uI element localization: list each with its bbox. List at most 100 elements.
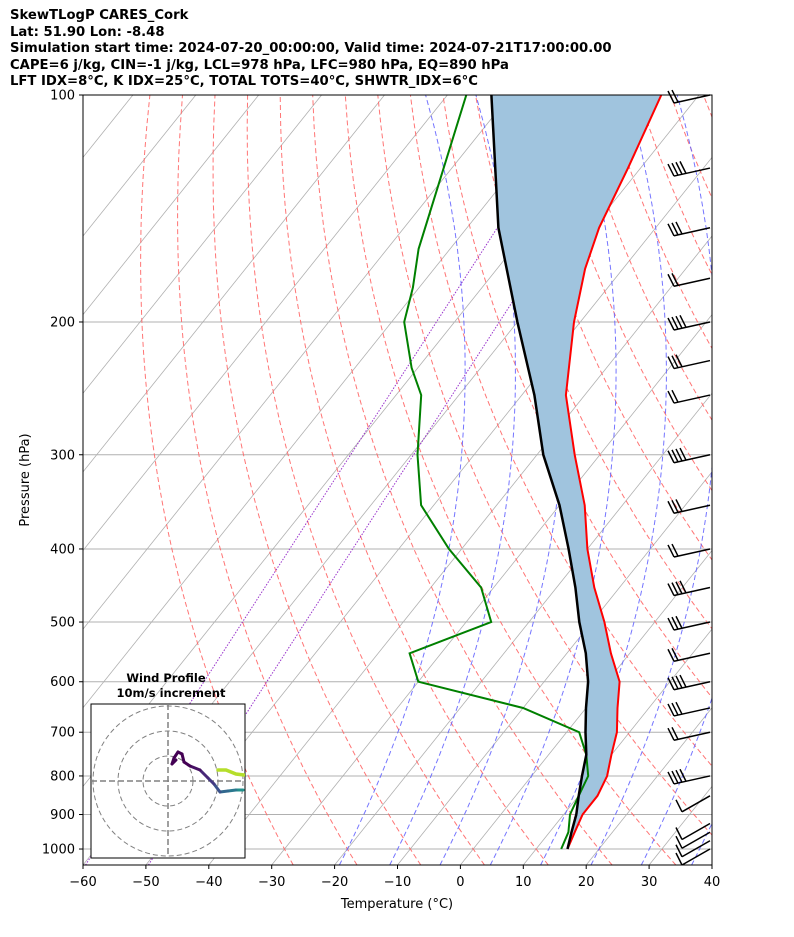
wind-barb [667,499,711,514]
x-axis: −60 −50 −40 −30 −20 −10 0 10 20 30 40 [69,865,720,890]
moist-adiabat [640,696,712,865]
isotherm-line [83,95,197,237]
wind-barb [667,674,711,691]
moist-adiabat [439,95,567,865]
wind-barb [667,701,711,717]
dry-adiabat [409,95,712,767]
header-times: Simulation start time: 2024-07-20_00:00:… [10,41,612,56]
wind-barb [667,273,711,287]
moist-adiabat [489,95,617,865]
moist-adiabat [691,822,712,865]
wind-barb [667,314,711,331]
y-tick-label: 700 [50,726,75,741]
y-tick-label: 300 [50,448,75,463]
dry-adiabat [279,95,549,865]
isotherm-line [83,95,322,394]
isotherm-line [83,95,260,316]
isotherm-line [585,707,712,865]
profiles [403,95,663,850]
hodograph-upper [216,768,245,777]
wind-barb [667,648,711,662]
header-indices: LFT IDX=8°C, K IDX=25°C, TOTAL TOTS=40°C… [10,74,478,89]
header-title: SkewTLogP CARES_Cork [10,8,189,23]
moist-adiabat [590,95,712,865]
inset-title: Wind Profile [126,671,206,685]
y-tick-label: 200 [50,315,75,330]
dry-adiabat [736,95,794,865]
dry-adiabat [540,95,712,492]
dry-adiabat [670,95,712,200]
wind-barb [667,726,711,741]
header-location: Lat: 51.90 Lon: -8.48 [10,24,165,40]
x-tick-label: −30 [258,875,285,890]
wind-barb [667,389,711,404]
x-tick-label: 30 [641,875,658,890]
temperature-line [564,95,663,850]
wind-barb [675,848,711,866]
isotherm-line [0,95,70,865]
plot-header: SkewTLogP CARES_Cork Lat: 51.90 Lon: -8.… [10,8,612,91]
isotherm-line [775,95,794,865]
moist-adiabat [338,95,466,865]
moist-adiabat [389,95,516,865]
background-lines [0,95,794,865]
hodograph-segment [212,782,222,794]
y-tick-label: 1000 [42,843,75,858]
isotherm-line [334,392,712,865]
dry-adiabat [140,95,294,865]
wind-barb [675,840,711,858]
dry-adiabat [312,95,613,865]
x-tick-label: −10 [384,875,411,890]
x-tick-label: 0 [456,875,464,890]
wind-barb [667,447,711,464]
isotherm-line [648,785,712,865]
dry-adiabat [605,95,712,350]
dewpoint-line [403,95,590,850]
isotherm-line [208,235,712,865]
dry-adiabat [572,95,712,422]
y-tick-label: 100 [50,89,75,104]
isotherm-line [83,95,385,473]
wind-barb [675,831,711,849]
moist-adiabat [742,95,794,865]
wind-barb [667,161,711,177]
isotherm-line [83,95,574,709]
dry-adiabat [177,95,358,865]
dry-adiabat [377,95,712,836]
wind-barb [667,768,711,785]
wind-barb [667,615,711,631]
x-axis-label: Temperature (°C) [340,897,453,912]
wind-barb [675,822,711,841]
x-tick-label: −40 [195,875,222,890]
inset-subtitle: 10m/s increment [117,686,226,700]
y-axis: 100 200 300 400 500 600 700 800 900 1000 [42,89,83,858]
wind-barb [675,795,711,813]
dry-adiabat [769,95,794,865]
x-tick-label: 20 [578,875,595,890]
isotherm-line [711,864,712,865]
wind-barb [667,89,711,104]
hodograph-segment [188,764,202,772]
wind-profile-inset: Wind Profile 10m/s increment [90,671,246,859]
x-tick-label: −20 [321,875,348,890]
dry-adiabat [702,95,712,119]
x-tick-label: −60 [69,875,96,890]
y-tick-label: 500 [50,616,75,631]
wind-barb [667,580,711,597]
header-cape: CAPE=6 j/kg, CIN=-1 j/kg, LCL=978 hPa, L… [10,57,509,73]
x-tick-label: 10 [515,875,532,890]
y-tick-label: 600 [50,675,75,690]
y-tick-label: 900 [50,808,75,823]
isotherm-line [83,95,511,630]
y-axis-label: Pressure (hPa) [18,433,33,526]
isotherm-line [145,156,712,865]
dry-adiabat [475,95,712,630]
cin-cape-shading [491,95,662,849]
x-tick-label: −50 [132,875,159,890]
isotherm-line [522,628,712,865]
dry-adiabat [637,95,712,276]
dry-adiabat [344,95,677,865]
wind-barbs [667,89,711,866]
x-tick-label: 40 [704,875,721,890]
